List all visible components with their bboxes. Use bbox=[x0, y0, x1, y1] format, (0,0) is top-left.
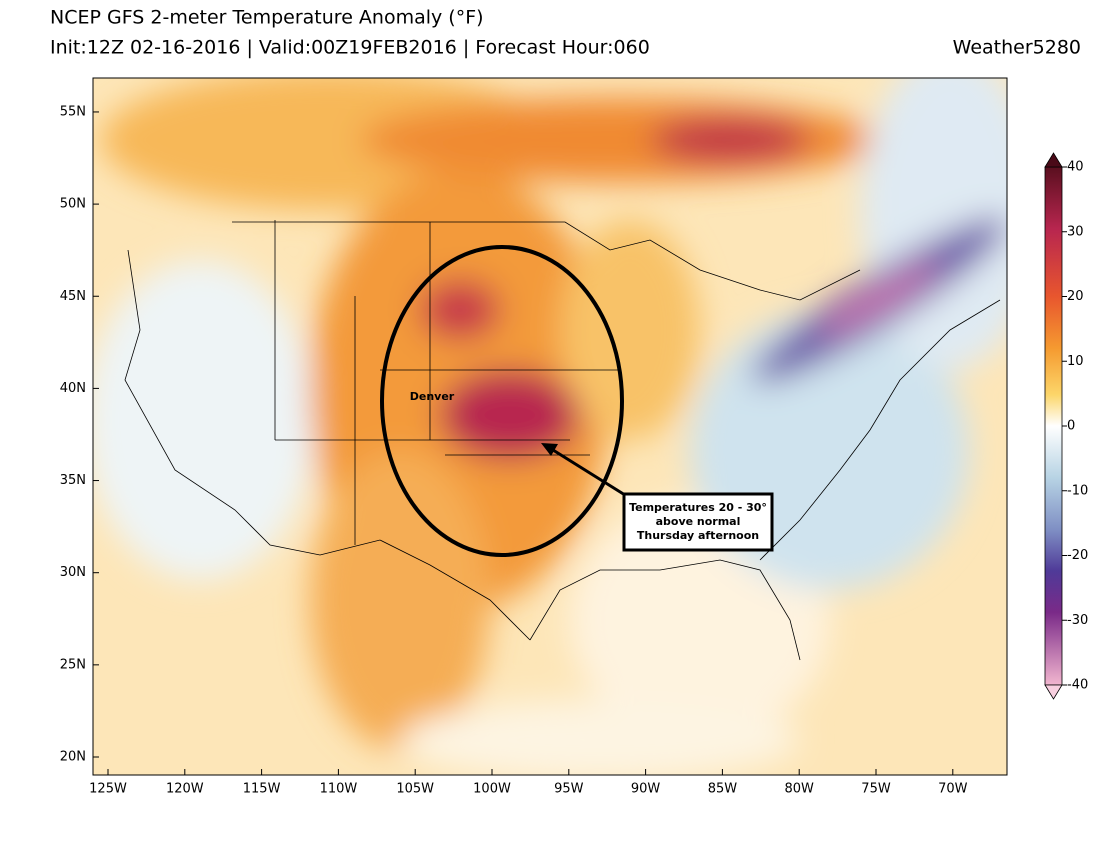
lat-tick-label: 25N bbox=[60, 657, 86, 672]
highlight-ellipse bbox=[380, 245, 624, 557]
colorbar-tick-label: 40 bbox=[1067, 160, 1084, 175]
city-label: Denver bbox=[410, 390, 455, 403]
colorbar-tick-label: 20 bbox=[1067, 289, 1084, 304]
annotation: Temperatures 20 - 30°above normalThursda… bbox=[629, 501, 767, 542]
colorbar-tick-label: 10 bbox=[1067, 354, 1084, 369]
colorbar-extend-bottom bbox=[1044, 684, 1063, 700]
colorbar-tick-label: -30 bbox=[1067, 613, 1088, 628]
colorbar-tick-label: 0 bbox=[1067, 419, 1075, 434]
subtitle: Init:12Z 02-16-2016 | Valid:00Z19FEB2016… bbox=[50, 37, 650, 59]
lon-tick-label: 110W bbox=[320, 782, 358, 797]
colorbar bbox=[1044, 166, 1063, 686]
lat-tick-label: 50N bbox=[60, 197, 86, 212]
colorbar-tick-label: 30 bbox=[1067, 224, 1084, 239]
anomaly-field bbox=[93, 78, 1007, 775]
lon-tick-label: 125W bbox=[89, 782, 127, 797]
annotation-line: Thursday afternoon bbox=[637, 529, 759, 542]
lon-tick-label: 100W bbox=[473, 782, 511, 797]
lat-tick-label: 35N bbox=[60, 473, 86, 488]
map-frame bbox=[92, 77, 1008, 776]
lon-tick-label: 80W bbox=[784, 782, 814, 797]
lat-tick-label: 20N bbox=[60, 750, 86, 765]
credit: Weather5280 bbox=[953, 37, 1081, 59]
lat-tick-label: 40N bbox=[60, 381, 86, 396]
annotation-line: Temperatures 20 - 30° bbox=[629, 501, 767, 514]
annotation-line: above normal bbox=[656, 515, 741, 528]
lon-tick-label: 115W bbox=[243, 782, 281, 797]
lat-tick-label: 45N bbox=[60, 289, 86, 304]
lon-tick-label: 75W bbox=[861, 782, 891, 797]
lat-tick-label: 55N bbox=[60, 104, 86, 119]
colorbar-tick-label: -10 bbox=[1067, 483, 1088, 498]
lon-tick-label: 70W bbox=[938, 782, 968, 797]
lon-tick-label: 85W bbox=[708, 782, 738, 797]
ticks: 125W 120W 115W 110W 105W 100W 95W 90W 85W 80W 75W 7… bbox=[60, 104, 1089, 796]
lon-tick-label: 95W bbox=[554, 782, 584, 797]
colorbar-tick-label: -40 bbox=[1067, 678, 1088, 693]
lon-tick-label: 90W bbox=[631, 782, 661, 797]
arrow-head bbox=[541, 443, 558, 456]
annotation-box bbox=[622, 492, 774, 552]
lon-tick-label: 120W bbox=[166, 782, 204, 797]
arrow bbox=[552, 448, 626, 497]
lat-tick-label: 30N bbox=[60, 565, 86, 580]
title: NCEP GFS 2-meter Temperature Anomaly (°F… bbox=[50, 7, 484, 29]
colorbar-tick-label: -20 bbox=[1067, 548, 1088, 563]
colorbar-extend-top bbox=[1044, 152, 1063, 168]
lon-tick-label: 105W bbox=[396, 782, 434, 797]
boundaries bbox=[124, 220, 1001, 661]
